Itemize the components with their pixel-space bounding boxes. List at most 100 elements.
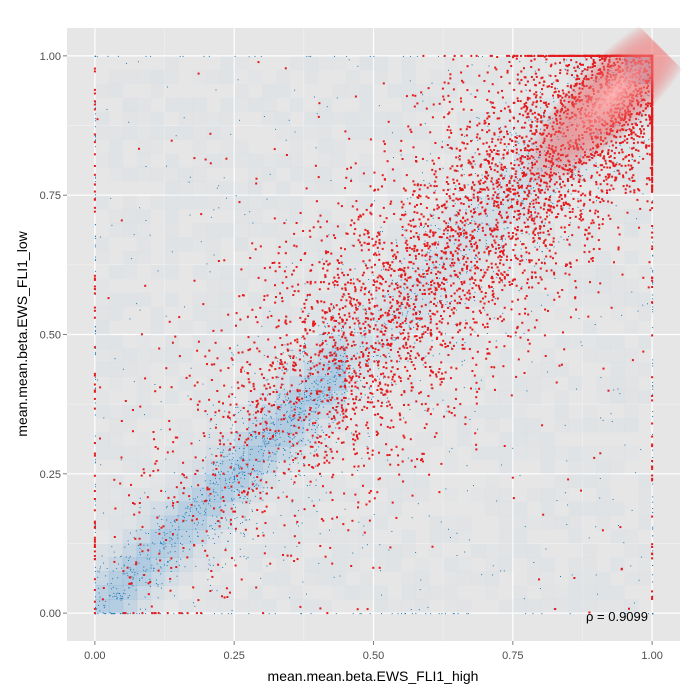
blue-point <box>411 517 413 519</box>
blue-point <box>119 556 121 558</box>
red-point <box>258 350 261 353</box>
density-tile <box>303 557 319 572</box>
red-point <box>651 279 654 282</box>
red-point <box>93 210 96 213</box>
blue-point <box>303 463 305 465</box>
blue-point <box>362 305 364 307</box>
blue-point <box>346 55 348 57</box>
red-point <box>493 149 496 151</box>
blue-point <box>439 353 441 355</box>
blue-point <box>463 387 465 389</box>
red-point <box>401 321 404 324</box>
density-tile <box>610 460 624 474</box>
blue-point <box>182 516 184 517</box>
blue-point <box>364 330 366 332</box>
density-tile <box>137 335 151 349</box>
density-tile <box>555 418 569 432</box>
red-point <box>493 239 496 242</box>
blue-point <box>599 497 601 499</box>
blue-point <box>234 480 236 482</box>
density-tile <box>317 97 333 113</box>
density-tile <box>248 487 263 503</box>
red-point <box>381 174 384 177</box>
blue-point <box>478 55 479 57</box>
blue-point <box>361 343 363 345</box>
red-point <box>357 506 359 509</box>
red-point <box>484 175 487 178</box>
density-tile <box>137 153 151 167</box>
blue-point <box>244 534 245 536</box>
blue-point <box>144 414 145 416</box>
red-point <box>336 280 339 283</box>
density-tile <box>220 98 234 112</box>
blue-point <box>244 516 246 518</box>
red-point <box>463 294 466 297</box>
blue-point <box>279 436 281 438</box>
blue-point <box>334 376 336 378</box>
red-point <box>433 303 435 305</box>
blue-point <box>251 511 253 512</box>
red-point <box>393 213 396 215</box>
red-point <box>331 457 334 460</box>
density-tile <box>415 599 430 614</box>
blue-point <box>418 234 420 236</box>
blue-point <box>135 530 137 532</box>
blue-point <box>239 466 241 468</box>
red-point <box>466 264 469 267</box>
blue-point <box>149 586 151 587</box>
blue-point <box>291 445 292 447</box>
blue-point <box>529 108 531 110</box>
density-tile <box>485 446 499 460</box>
density-tile <box>122 97 138 113</box>
blue-point <box>652 483 654 485</box>
blue-point <box>460 273 462 275</box>
blue-point <box>343 327 344 329</box>
blue-point <box>113 613 115 615</box>
blue-point <box>632 167 634 168</box>
density-tile <box>94 362 110 377</box>
red-point <box>398 305 401 308</box>
blue-point <box>203 55 205 57</box>
density-tile <box>582 264 597 280</box>
density-tile <box>95 293 109 307</box>
blue-point <box>180 542 181 544</box>
red-point <box>516 226 519 229</box>
blue-point <box>501 235 503 237</box>
blue-point <box>297 414 299 416</box>
blue-point <box>233 498 235 500</box>
blue-point <box>262 437 263 439</box>
blue-point <box>163 548 165 550</box>
blue-point <box>358 375 360 377</box>
blue-point <box>202 467 204 469</box>
blue-point <box>639 156 641 157</box>
density-tile <box>526 599 542 614</box>
density-tile <box>540 432 556 447</box>
blue-point <box>227 485 229 487</box>
blue-point <box>526 217 527 219</box>
density-tile <box>499 488 513 502</box>
blue-point <box>448 222 450 224</box>
blue-point <box>194 522 195 524</box>
density-tile <box>569 293 583 307</box>
red-point <box>494 251 497 254</box>
density-tile <box>95 390 109 404</box>
red-point <box>367 355 370 357</box>
blue-point <box>247 556 249 558</box>
blue-point <box>503 222 505 224</box>
blue-point <box>640 449 642 450</box>
blue-point <box>426 260 428 262</box>
blue-point <box>599 478 601 479</box>
blue-point <box>451 447 453 449</box>
density-tile <box>582 279 596 293</box>
blue-point <box>518 142 520 144</box>
blue-point <box>231 613 233 615</box>
red-point <box>651 286 654 288</box>
blue-point <box>307 355 309 357</box>
red-point <box>549 209 552 212</box>
blue-point <box>338 386 340 388</box>
blue-point <box>229 459 231 461</box>
blue-point <box>290 417 292 419</box>
blue-point <box>209 525 211 527</box>
blue-point <box>238 491 240 493</box>
blue-point <box>474 197 476 199</box>
